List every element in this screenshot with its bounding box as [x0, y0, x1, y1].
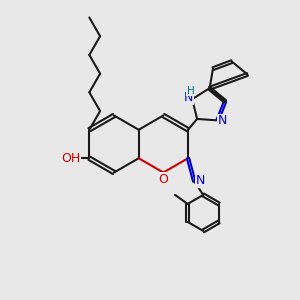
Text: H: H [187, 86, 195, 96]
Text: N: N [217, 115, 227, 128]
Text: N: N [196, 174, 205, 187]
Text: OH: OH [61, 152, 80, 165]
Text: O: O [158, 172, 168, 186]
Text: N: N [184, 92, 193, 104]
